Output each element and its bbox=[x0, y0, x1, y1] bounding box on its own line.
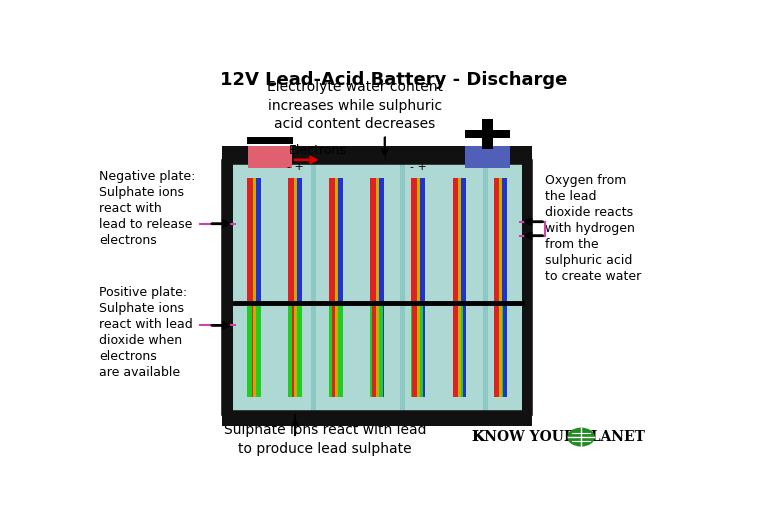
Bar bbox=[224, 162, 531, 413]
Bar bbox=[376, 178, 379, 303]
Bar bbox=[494, 178, 499, 303]
Bar bbox=[335, 303, 338, 397]
Bar bbox=[465, 131, 510, 138]
Bar bbox=[420, 178, 425, 303]
Bar bbox=[370, 178, 376, 303]
Bar bbox=[224, 162, 531, 413]
Text: 12V Lead-Acid Battery - Discharge: 12V Lead-Acid Battery - Discharge bbox=[220, 71, 568, 89]
Bar bbox=[452, 303, 458, 397]
Bar bbox=[420, 303, 425, 397]
Bar bbox=[311, 162, 316, 413]
Bar bbox=[417, 303, 420, 397]
Bar bbox=[499, 178, 502, 303]
Bar bbox=[484, 162, 488, 413]
Bar bbox=[458, 178, 461, 303]
Bar bbox=[256, 178, 261, 303]
Text: Electrolyte water content
increases while sulphuric
acid content decreases: Electrolyte water content increases whil… bbox=[267, 80, 443, 131]
Bar bbox=[247, 178, 253, 303]
Bar bbox=[256, 303, 261, 397]
Text: KNOW YOUR PLANET: KNOW YOUR PLANET bbox=[472, 430, 644, 444]
Bar bbox=[338, 303, 343, 397]
Bar bbox=[417, 178, 420, 303]
Bar bbox=[222, 411, 532, 426]
Text: Electrons: Electrons bbox=[289, 143, 347, 156]
Bar bbox=[288, 178, 293, 303]
Bar bbox=[482, 119, 493, 149]
Bar bbox=[379, 303, 384, 397]
Bar bbox=[288, 303, 293, 397]
Bar bbox=[461, 303, 466, 397]
Bar bbox=[521, 162, 532, 413]
Bar bbox=[376, 303, 379, 397]
Bar bbox=[458, 303, 461, 397]
Bar bbox=[248, 146, 293, 168]
Bar bbox=[502, 303, 508, 397]
Bar bbox=[247, 137, 293, 144]
Bar bbox=[222, 146, 532, 164]
Bar bbox=[494, 303, 499, 397]
Text: - +: - + bbox=[286, 162, 303, 172]
Text: Sulphate ions react with lead
to produce lead sulphate: Sulphate ions react with lead to produce… bbox=[224, 423, 426, 455]
Text: Positive plate:
Sulphate ions
react with lead
dioxide when
electrons
are availab: Positive plate: Sulphate ions react with… bbox=[99, 285, 193, 379]
Bar bbox=[400, 162, 405, 413]
Bar bbox=[452, 178, 458, 303]
Bar bbox=[379, 178, 384, 303]
Bar bbox=[253, 303, 256, 397]
Circle shape bbox=[568, 428, 594, 446]
Text: K: K bbox=[471, 430, 485, 444]
Bar bbox=[296, 178, 302, 303]
Bar bbox=[329, 303, 335, 397]
Bar bbox=[253, 178, 256, 303]
Bar bbox=[222, 162, 233, 413]
Text: Negative plate:
Sulphate ions
react with
lead to release
electrons: Negative plate: Sulphate ions react with… bbox=[99, 170, 195, 247]
Bar bbox=[461, 178, 466, 303]
Bar bbox=[293, 303, 296, 397]
Bar bbox=[338, 178, 343, 303]
Bar bbox=[335, 178, 338, 303]
Bar bbox=[412, 303, 417, 397]
Bar bbox=[502, 178, 508, 303]
Bar bbox=[293, 178, 296, 303]
Bar bbox=[465, 146, 510, 168]
Bar bbox=[247, 303, 253, 397]
Text: Oxygen from
the lead
dioxide reacts
with hydrogen
from the
sulphuric acid
to cre: Oxygen from the lead dioxide reacts with… bbox=[545, 174, 641, 283]
Bar bbox=[412, 178, 417, 303]
Text: - +: - + bbox=[410, 162, 427, 172]
Bar bbox=[296, 303, 302, 397]
Bar bbox=[370, 303, 376, 397]
Bar bbox=[329, 178, 335, 303]
Bar bbox=[499, 303, 502, 397]
